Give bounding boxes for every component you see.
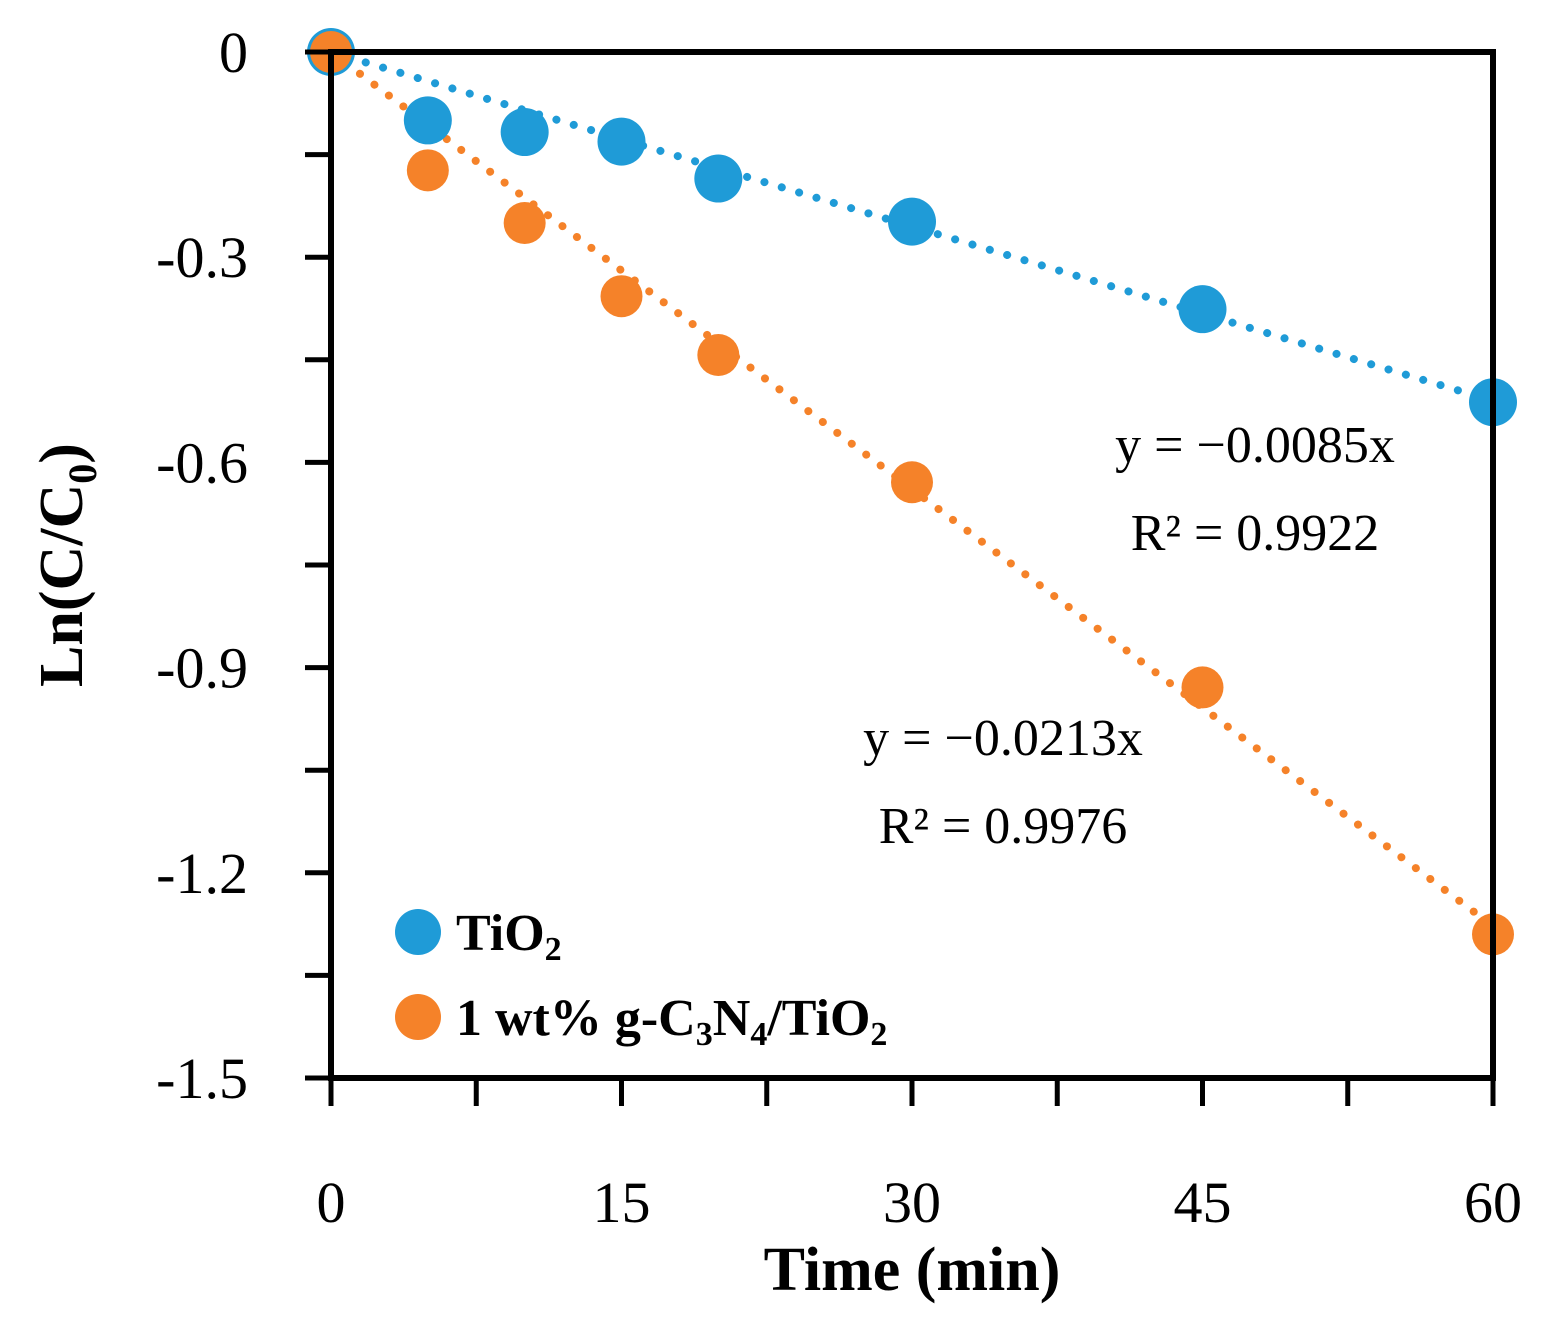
- y-tick-label: 0: [219, 20, 248, 85]
- legend-tio2-main: TiO: [456, 905, 545, 962]
- y-tick-label: -0.6: [156, 430, 248, 495]
- y-axis-title-main: Ln(C/C: [28, 484, 96, 687]
- y-tick-label: -0.3: [156, 225, 248, 290]
- legend-marker-tio2: [395, 909, 441, 955]
- data-point-composite: [1181, 666, 1224, 709]
- y-tick-label: -1.5: [156, 1046, 248, 1111]
- data-point-tio2: [403, 96, 452, 145]
- legend-subscript: 4: [750, 1016, 767, 1053]
- legend: TiO2 1 wt% g-C3N4/TiO2: [395, 905, 887, 1053]
- y-axis-title-sub: 0: [60, 464, 105, 484]
- y-axis-title-close: ): [28, 443, 96, 464]
- data-point-composite: [406, 149, 449, 192]
- x-tick-label: 15: [593, 1170, 651, 1235]
- x-tick-label: 0: [317, 1170, 346, 1235]
- legend-tio2-sub: 2: [545, 931, 562, 968]
- data-point-composite: [503, 202, 546, 244]
- y-tick-label: -1.2: [156, 841, 248, 906]
- x-tick-label: 45: [1174, 1170, 1232, 1235]
- x-tick-label: 60: [1464, 1170, 1522, 1235]
- data-point-composite: [697, 334, 740, 377]
- data-points: [307, 28, 1517, 956]
- data-point-composite: [600, 275, 643, 318]
- y-axis-title: Ln(C/C0): [28, 443, 105, 687]
- data-point-tio2: [1178, 285, 1227, 334]
- tio2-equation: y = −0.0085x: [1115, 417, 1395, 474]
- data-point-tio2: [597, 117, 646, 166]
- legend-text-part: N: [713, 990, 751, 1047]
- tio2-r-squared: R² = 0.9922: [1131, 505, 1380, 562]
- x-axis-title: Time (min): [764, 1236, 1061, 1304]
- legend-marker-composite: [395, 994, 441, 1040]
- tick-labels: 0 -0.3 -0.6 -0.9 -1.2 -1.5 0 15 30 45 60: [156, 20, 1522, 1235]
- data-point-tio2: [694, 154, 743, 203]
- x-tick-label: 30: [883, 1170, 941, 1235]
- data-point-composite: [891, 461, 933, 504]
- legend-subscript: 2: [870, 1016, 887, 1053]
- legend-text-part: 1 wt% g-C: [456, 990, 696, 1047]
- y-tick-label: -0.9: [156, 636, 248, 701]
- axis-ticks: [305, 49, 1496, 1106]
- composite-r-squared: R² = 0.9976: [879, 798, 1128, 855]
- data-point-tio2: [888, 197, 936, 246]
- legend-subscript: 3: [696, 1016, 713, 1053]
- data-point-tio2: [500, 108, 549, 157]
- legend-label-tio2: TiO2: [456, 905, 562, 968]
- composite-equation: y = −0.0213x: [863, 710, 1143, 767]
- legend-text-part: /TiO: [766, 990, 870, 1047]
- legend-label-composite: 1 wt% g-C3N4/TiO2: [456, 990, 887, 1053]
